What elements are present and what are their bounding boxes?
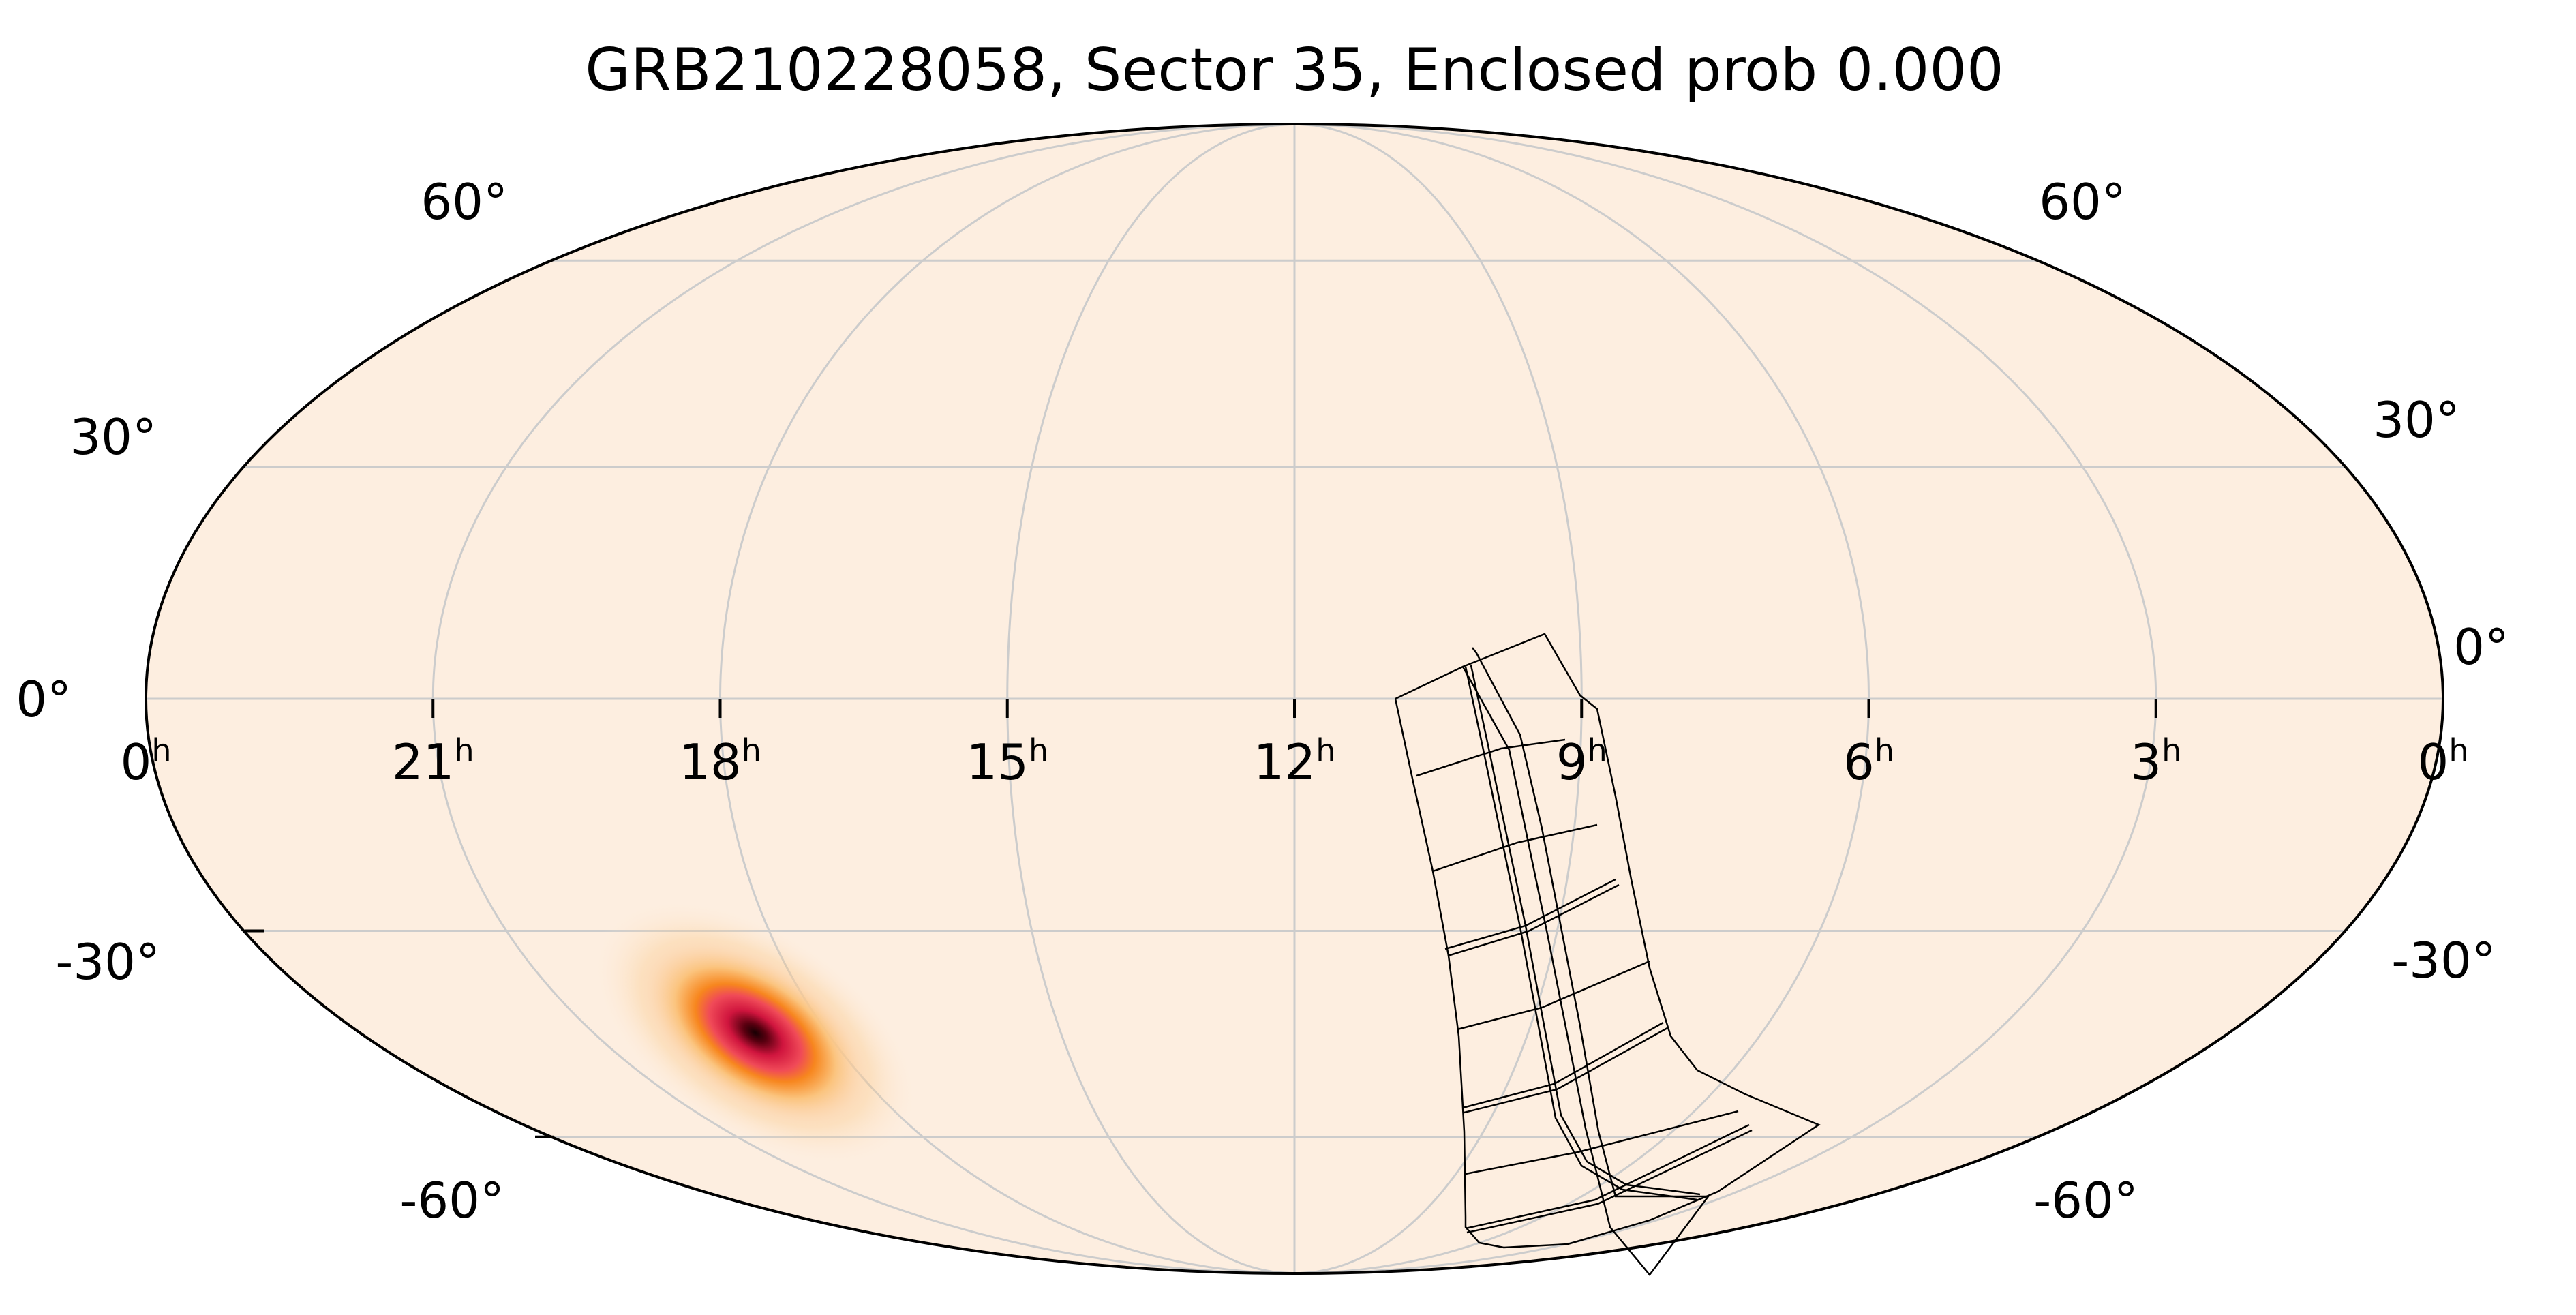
dec-tick-labels-left: 60° 30° 0° -30° -60° xyxy=(16,173,508,1229)
dec-tick-label-left: 60° xyxy=(421,173,508,230)
ra-tick-unit: h xyxy=(2449,732,2468,769)
ra-tick-value: 3 xyxy=(2130,734,2162,791)
ra-tick-value: 6 xyxy=(1843,734,1875,791)
ra-tick-label: 9h xyxy=(1556,732,1607,791)
chart-title: GRB210228058, Sector 35, Enclosed prob 0… xyxy=(585,36,2004,104)
dec-tick-label-right: -30° xyxy=(2391,932,2496,989)
ra-tick-label: 21h xyxy=(392,732,474,791)
dec-tick-label-left: -60° xyxy=(399,1172,504,1229)
ra-tick-label: 18h xyxy=(679,732,761,791)
ra-tick-unit: h xyxy=(742,732,761,769)
footprint-inner-divider-2 xyxy=(1470,665,1701,1196)
dec-tick-label-left: 30° xyxy=(70,408,157,466)
sector-footprint xyxy=(1394,633,1821,1277)
ra-ticks xyxy=(145,699,2444,1138)
ra-tick-value: 21 xyxy=(392,734,455,791)
footprint-row-5b xyxy=(1464,1027,1668,1114)
ra-tick-label: 6h xyxy=(1843,732,1894,791)
footprint-inner-divider xyxy=(1464,666,1698,1201)
footprint-row-7 xyxy=(1465,1123,1750,1230)
ra-tick-unit: h xyxy=(1875,732,1894,769)
footprint-row-1 xyxy=(1416,738,1566,777)
footprint-row-4 xyxy=(1457,960,1650,1031)
ra-tick-unit: h xyxy=(151,732,171,769)
ra-tick-unit: h xyxy=(1029,732,1048,769)
dec-tick-label-right: 30° xyxy=(2373,391,2460,449)
dec-tick-labels-right: 60° 30° 0° -30° -60° xyxy=(2033,173,2509,1229)
footprint-outline-left xyxy=(1394,633,1821,1249)
footprint-row-3b xyxy=(1447,883,1620,957)
footprint-row-7b xyxy=(1466,1129,1753,1234)
dec-tick-label-right: 0° xyxy=(2453,618,2509,676)
dec-tick-label-left: 0° xyxy=(16,671,72,728)
ra-tick-value: 18 xyxy=(679,734,742,791)
footprint-row-6 xyxy=(1465,1110,1739,1175)
probability-core xyxy=(640,939,870,1127)
ra-tick-unit: h xyxy=(2162,732,2181,769)
footprint-row-5 xyxy=(1462,1021,1664,1109)
ra-tick-value: 9 xyxy=(1556,734,1588,791)
ra-tick-value: 0 xyxy=(121,734,152,791)
ra-tick-label: 0h xyxy=(121,732,172,791)
ra-tick-unit: h xyxy=(1588,732,1607,769)
footprint-row-2 xyxy=(1432,823,1598,873)
footprint-row-3 xyxy=(1444,878,1616,950)
dec-tick-label-left: -30° xyxy=(55,933,160,991)
ra-tick-unit: h xyxy=(454,732,474,769)
dec-tick-label-right: 60° xyxy=(2039,173,2126,230)
ra-tick-labels: 0h 21h 18h 15h 12h 9h 6h 3h 0h xyxy=(121,732,2469,791)
footprint-left-column xyxy=(1395,647,1710,1277)
ra-tick-label: 0h xyxy=(2418,732,2469,791)
ra-tick-unit: h xyxy=(1316,732,1335,769)
ra-tick-value: 0 xyxy=(2418,734,2449,791)
ra-tick-value: 15 xyxy=(966,734,1029,791)
dec-tick-label-right: -60° xyxy=(2033,1172,2138,1229)
probability-blob xyxy=(592,899,919,1166)
ra-tick-label: 3h xyxy=(2130,732,2181,791)
ra-tick-label: 12h xyxy=(1254,732,1336,791)
ra-tick-label: 15h xyxy=(966,732,1048,791)
ra-tick-value: 12 xyxy=(1254,734,1316,791)
